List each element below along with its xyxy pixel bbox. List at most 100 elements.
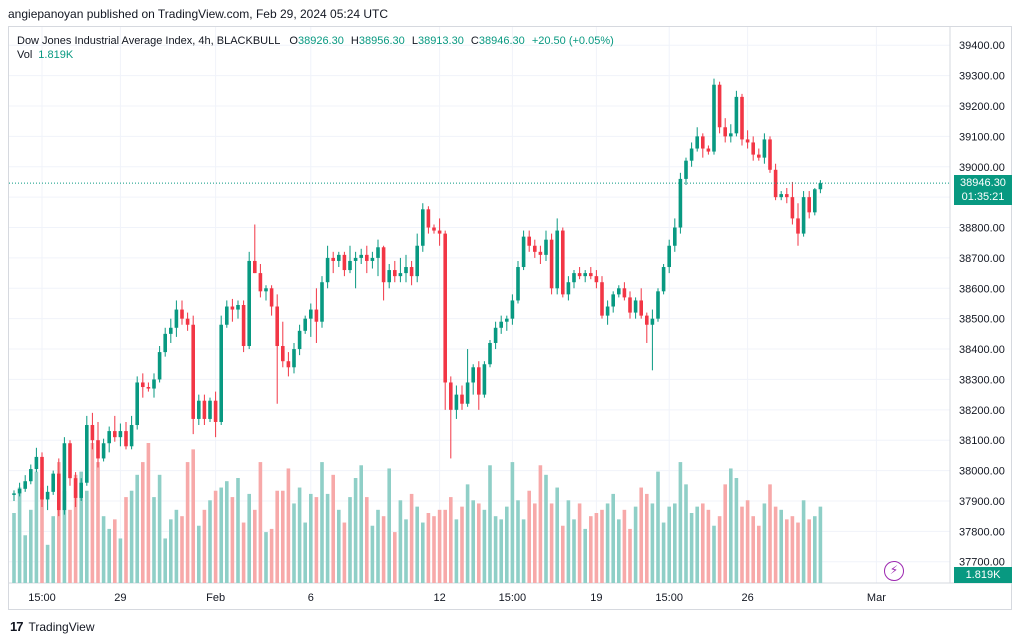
volume-bar [572, 519, 576, 583]
volume-bar [34, 471, 39, 583]
volume-bar [393, 532, 397, 583]
volume-bar [617, 519, 621, 583]
candle-body [432, 227, 436, 231]
candle-body [107, 431, 111, 444]
volume-bar [751, 516, 755, 583]
lightning-icon[interactable]: ⚡ [884, 561, 904, 581]
candle-body [90, 425, 95, 441]
volume-bar [701, 503, 705, 583]
volume-bar [269, 528, 274, 583]
candle-body [549, 239, 554, 289]
candle-body [34, 456, 39, 470]
volume-bar [656, 471, 660, 583]
ohlc-values: O38926.30 H38956.30 L38913.30 C38946.30 [289, 35, 525, 47]
candle-body [359, 254, 363, 258]
candle-body [152, 379, 156, 389]
time-tick-label: 19 [590, 592, 602, 604]
chart-panel[interactable] [8, 26, 1012, 610]
candle-body [348, 260, 352, 271]
price-tick-label: 39200.00 [959, 101, 1005, 113]
candle-body [185, 318, 190, 325]
high-value: 38956.30 [358, 35, 405, 47]
candle-body [157, 352, 162, 380]
candle-body [482, 364, 487, 395]
volume-bar [493, 516, 498, 583]
time-tick-label: 12 [433, 592, 445, 604]
candle-body [645, 315, 649, 325]
candle-body [454, 394, 459, 410]
candle-body [628, 297, 632, 313]
candle-body [314, 309, 319, 322]
candle-body [734, 96, 739, 134]
volume-bar [398, 500, 403, 583]
candle-body [656, 291, 660, 319]
volume-bar [527, 490, 531, 583]
candle-body [342, 254, 347, 271]
volume-bar [549, 503, 554, 583]
candle-body [516, 267, 520, 301]
candle-body [801, 197, 806, 234]
volume-badge: 1.819K [954, 567, 1012, 583]
candle-body [785, 194, 789, 198]
volume-bar [813, 516, 817, 583]
volume-bar [40, 487, 44, 583]
volume-bar [353, 478, 358, 583]
candle-body [381, 247, 386, 283]
volume-bar [454, 519, 459, 583]
candle-body [213, 400, 218, 422]
volume-bar [757, 525, 761, 583]
volume-bar [796, 522, 800, 583]
candle-body [337, 254, 341, 261]
volume-bar [23, 535, 27, 583]
candle-body [247, 260, 251, 347]
volume-bar [605, 503, 610, 583]
candle-body [17, 488, 22, 494]
candle-body [269, 288, 274, 307]
candle-body [45, 491, 50, 500]
time-tick-label: 15:00 [28, 592, 56, 604]
volume-bar [785, 519, 789, 583]
volume-bar [779, 509, 783, 583]
volume-bar [124, 497, 128, 583]
candle-body [538, 251, 543, 255]
volume-bar [633, 506, 638, 583]
candle-body [555, 230, 559, 289]
candle-body [370, 257, 375, 261]
volume-bar [202, 509, 207, 583]
candle-body [415, 245, 419, 277]
candle-body [460, 394, 464, 404]
volume-bar [583, 528, 587, 583]
candle-body [510, 300, 515, 319]
candle-body [790, 197, 795, 219]
candle-body [717, 84, 722, 128]
volume-bar [477, 503, 481, 583]
price-tick-label: 38400.00 [959, 344, 1005, 356]
candle-body [303, 318, 307, 331]
volume-bar [90, 443, 95, 583]
volume-bar [577, 503, 582, 583]
symbol-label: Dow Jones Industrial Average Index, 4h, … [17, 35, 281, 47]
candle-body [544, 239, 548, 255]
candle-body [499, 321, 503, 328]
candle-body [740, 96, 744, 140]
candle-body [723, 127, 727, 137]
chart-legend: Dow Jones Industrial Average Index, 4h, … [17, 34, 614, 49]
volume-bar [745, 500, 750, 583]
candle-body [684, 160, 688, 179]
volume-bar [118, 538, 123, 583]
publish-line: angiepanoyan published on TradingView.co… [8, 7, 389, 21]
candle-body [566, 282, 571, 295]
candle-body [768, 139, 772, 170]
candle-body [73, 478, 78, 498]
time-tick-label: 15:00 [499, 592, 527, 604]
volume-bar [544, 474, 548, 583]
tradingview-brand[interactable]: 17 TradingView [10, 619, 95, 634]
price-tick-label: 38700.00 [959, 253, 1005, 265]
volume-bar [404, 519, 408, 583]
volume-bar [275, 490, 279, 583]
candles [12, 78, 823, 517]
candle-body [661, 267, 666, 292]
candle-body [409, 267, 414, 277]
price-tick-label: 39300.00 [959, 71, 1005, 83]
